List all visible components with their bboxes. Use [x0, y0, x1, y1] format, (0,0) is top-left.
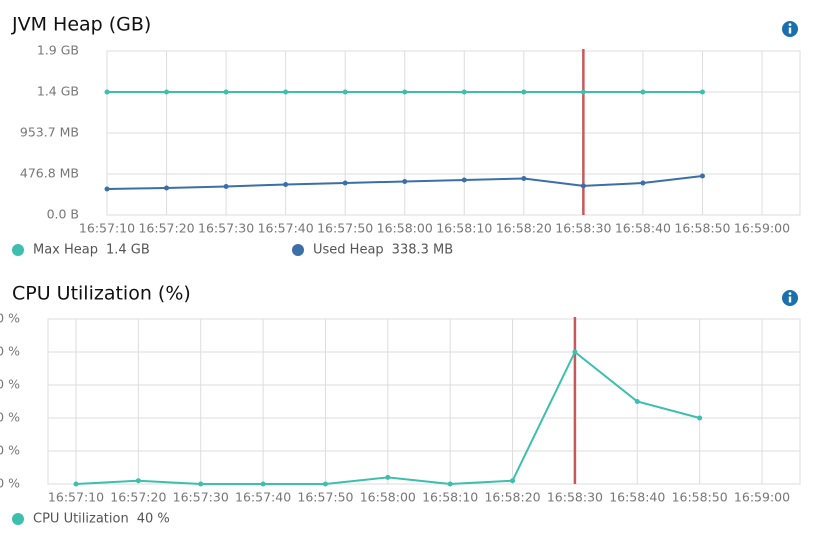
point	[640, 89, 646, 95]
point	[283, 181, 289, 187]
point	[260, 481, 266, 487]
x-tick-label: 16:58:10	[436, 221, 492, 236]
point	[223, 89, 229, 95]
x-tick-label: 16:59:00	[734, 221, 790, 236]
x-tick-label: 16:57:50	[317, 221, 373, 236]
point	[402, 89, 408, 95]
point	[640, 180, 646, 186]
point	[164, 89, 170, 95]
point	[580, 183, 586, 189]
legend-swatch	[12, 513, 24, 525]
point	[135, 478, 141, 484]
point	[283, 89, 289, 95]
x-tick-label: 16:58:40	[609, 490, 665, 505]
x-tick-label: 16:57:30	[198, 221, 254, 236]
point	[385, 474, 391, 480]
x-tick-label: 16:58:40	[615, 221, 671, 236]
x-tick-label: 16:58:50	[672, 490, 728, 505]
info-icon[interactable]	[782, 290, 798, 306]
y-tick-label: 10 %	[0, 443, 20, 458]
plot-frame	[47, 318, 801, 485]
legend-name: Used Heap	[313, 243, 384, 258]
point	[699, 89, 705, 95]
x-tick-label: 16:58:20	[484, 490, 540, 505]
y-tick-label: 40 %	[0, 344, 20, 359]
point	[521, 89, 527, 95]
point	[634, 399, 640, 404]
y-tick-label: 50 %	[0, 311, 20, 326]
x-tick-label: 16:59:00	[734, 490, 790, 505]
y-tick-label: 0.0 B	[47, 207, 79, 222]
legend-swatch	[12, 244, 24, 256]
legend-name: Max Heap	[33, 243, 98, 258]
x-tick-label: 16:57:50	[297, 490, 353, 505]
legend-value: 40 %	[137, 512, 170, 527]
legend-value: 338.3 MB	[392, 243, 453, 258]
y-tick-label: 476.8 MB	[20, 166, 79, 181]
point	[572, 349, 578, 355]
y-tick-label: 953.7 MB	[20, 125, 79, 140]
x-tick-label: 16:58:00	[377, 221, 433, 236]
x-tick-label: 16:57:30	[173, 490, 229, 505]
x-tick-label: 16:57:10	[48, 490, 104, 505]
y-tick-label: 1.4 GB	[37, 84, 79, 99]
point	[461, 177, 467, 183]
chart-title: JVM Heap (GB)	[11, 14, 151, 36]
point	[198, 481, 204, 487]
x-tick-label: 16:58:50	[674, 221, 730, 236]
point	[447, 481, 453, 487]
legend-value: 1.4 GB	[106, 243, 150, 258]
x-tick-label: 16:57:40	[235, 490, 291, 505]
plot-frame	[106, 50, 801, 216]
point	[510, 478, 516, 484]
x-tick-label: 16:58:00	[360, 490, 416, 505]
chart-title: CPU Utilization (%)	[12, 283, 191, 305]
y-tick-label: 30 %	[0, 377, 20, 392]
x-tick-label: 16:58:30	[555, 221, 611, 236]
point	[521, 176, 527, 182]
y-tick-label: 0 %	[0, 476, 20, 491]
x-tick-label: 16:57:40	[258, 221, 314, 236]
x-tick-label: 16:58:30	[547, 490, 603, 505]
point	[580, 89, 586, 95]
point	[342, 89, 348, 95]
x-tick-label: 16:57:20	[110, 490, 166, 505]
x-tick-label: 16:57:20	[138, 221, 194, 236]
x-tick-label: 16:58:10	[422, 490, 478, 505]
y-tick-label: 20 %	[0, 410, 20, 425]
legend-name: CPU Utilization	[33, 512, 129, 527]
x-tick-label: 16:57:10	[79, 221, 135, 236]
point	[104, 89, 110, 95]
y-tick-label: 1.9 GB	[37, 43, 79, 58]
info-icon[interactable]	[782, 21, 798, 37]
point	[104, 186, 110, 192]
point	[322, 481, 328, 487]
x-tick-label: 16:58:20	[496, 221, 552, 236]
point	[402, 178, 408, 184]
point	[699, 173, 705, 179]
point	[461, 89, 467, 95]
point	[223, 183, 229, 189]
point	[697, 415, 703, 421]
point	[73, 481, 79, 487]
point	[164, 185, 170, 191]
legend-swatch	[292, 244, 304, 256]
point	[342, 180, 348, 186]
